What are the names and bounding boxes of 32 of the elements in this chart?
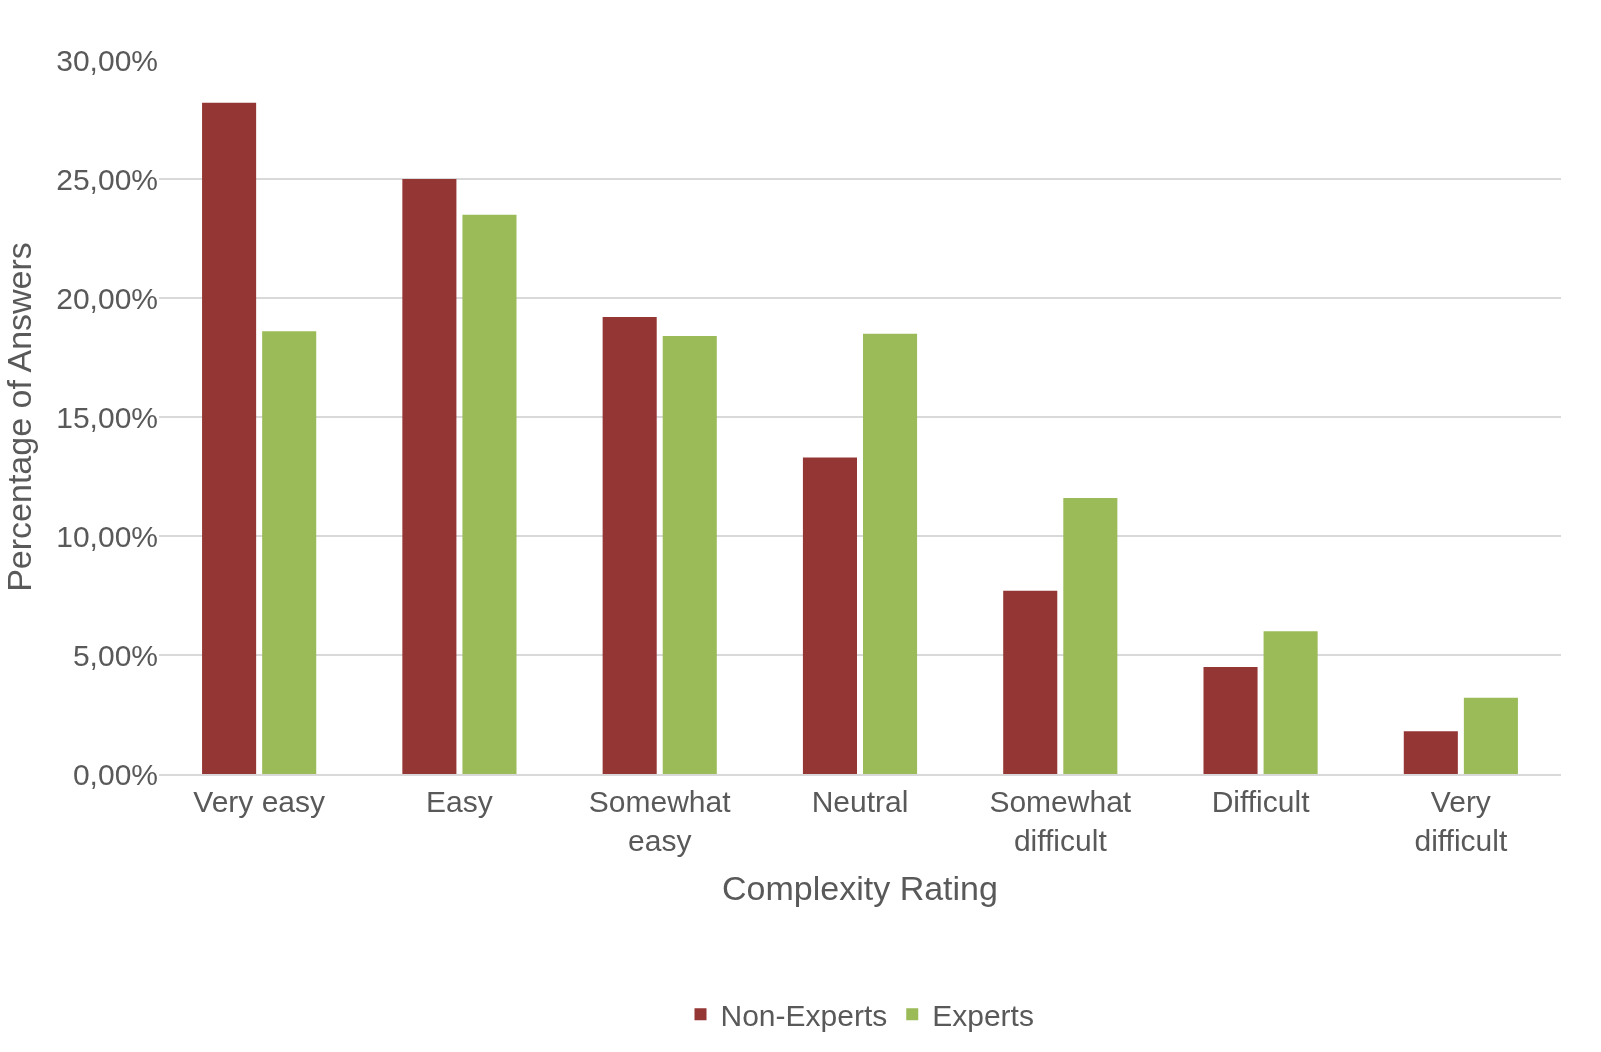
- bar: [1403, 731, 1458, 774]
- bar: [402, 179, 457, 774]
- y-tick-label: 5,00%: [72, 638, 158, 672]
- x-tick-label: Neutral: [811, 785, 909, 818]
- bar: [462, 214, 517, 774]
- y-axis-title: Percentage of Answers: [0, 242, 38, 592]
- y-tick-label: 20,00%: [56, 281, 158, 315]
- x-tick-label: Difficult: [1211, 785, 1311, 818]
- x-tick-label: Somewhat difficult: [989, 785, 1132, 857]
- bar: [662, 336, 717, 774]
- x-axis-title: Complexity Rating: [722, 868, 998, 907]
- bar: [202, 102, 257, 774]
- y-tick-label: 10,00%: [56, 519, 158, 553]
- bar: [1463, 697, 1518, 774]
- legend-label: Non-Experts: [720, 998, 888, 1032]
- bar: [1063, 497, 1118, 774]
- bar: [262, 331, 317, 774]
- bar: [863, 333, 918, 774]
- x-tick-label: Easy: [426, 785, 493, 818]
- bar: [602, 317, 657, 774]
- x-tick-label: Somewhat easy: [588, 785, 732, 857]
- y-tick-label: 30,00%: [56, 43, 158, 77]
- bar: [1203, 666, 1258, 774]
- legend-label: Experts: [932, 998, 1034, 1032]
- bar: [802, 457, 857, 774]
- bar: [1003, 590, 1058, 774]
- y-tick-label: 0,00%: [72, 757, 158, 791]
- y-tick-label: 15,00%: [56, 400, 158, 434]
- x-tick-label: Very difficult: [1414, 785, 1508, 857]
- bar: [1263, 631, 1318, 774]
- x-tick-label: Very easy: [193, 785, 326, 818]
- y-tick-label: 25,00%: [56, 162, 158, 196]
